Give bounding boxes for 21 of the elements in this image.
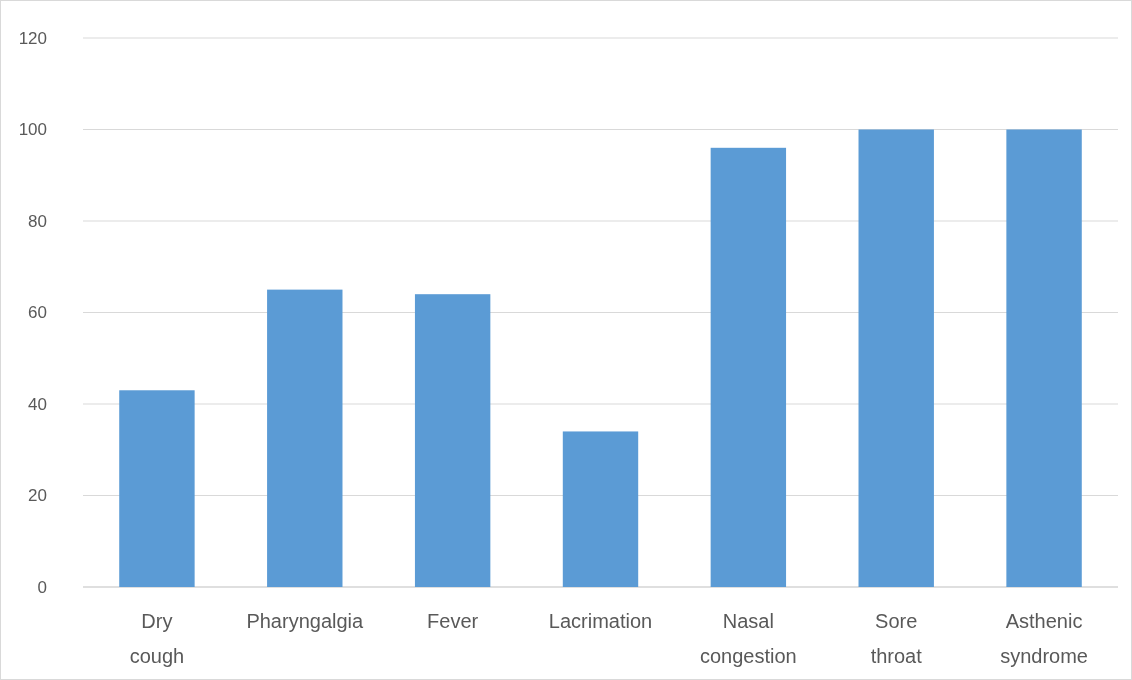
x-tick-label: Dry cough	[129, 610, 185, 667]
x-tick-label: Pharyngalgia	[246, 610, 365, 632]
x-tick-label: Asthenic syndrome	[1000, 610, 1088, 667]
x-tick-label: Fever	[427, 610, 479, 632]
y-tick-label: 60	[28, 303, 47, 323]
bar	[119, 390, 195, 587]
y-tick-label: 100	[18, 120, 47, 140]
y-tick-label: 0	[37, 577, 47, 597]
y-tick-label: 20	[28, 486, 47, 506]
bar	[414, 294, 491, 587]
bar	[858, 129, 934, 587]
x-tick-label: Sore throat	[870, 610, 923, 667]
y-tick-label: 120	[18, 28, 47, 48]
bar	[710, 147, 787, 587]
bar	[562, 431, 639, 587]
x-tick-label: Lacrimation	[548, 610, 653, 632]
bar	[267, 289, 343, 587]
x-tick-label: Nasal congestion	[699, 610, 797, 667]
y-tick-label: 80	[28, 211, 47, 231]
y-tick-label: 40	[28, 394, 47, 414]
bar	[1006, 129, 1082, 587]
